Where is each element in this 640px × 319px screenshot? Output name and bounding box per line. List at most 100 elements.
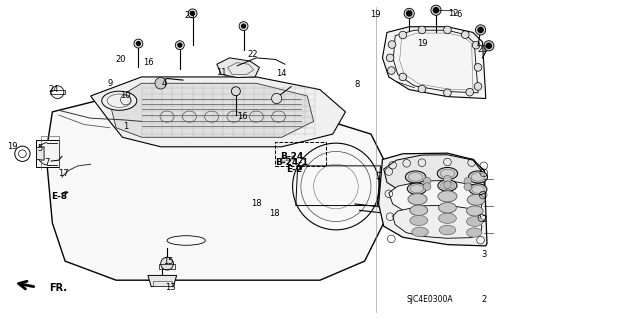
Polygon shape [148, 275, 177, 286]
Ellipse shape [410, 205, 428, 216]
Circle shape [444, 89, 451, 97]
Polygon shape [383, 27, 486, 99]
Text: B-24: B-24 [280, 152, 303, 161]
Polygon shape [109, 83, 314, 137]
Ellipse shape [467, 217, 483, 226]
Text: SJC4E0300A: SJC4E0300A [406, 295, 453, 304]
Ellipse shape [439, 225, 456, 235]
Text: 11: 11 [216, 68, 227, 77]
Text: 10: 10 [120, 92, 131, 100]
Circle shape [461, 31, 469, 39]
Ellipse shape [407, 183, 426, 195]
Polygon shape [36, 147, 44, 160]
Circle shape [466, 88, 474, 96]
Circle shape [134, 39, 143, 48]
Polygon shape [217, 58, 259, 78]
Ellipse shape [438, 180, 457, 191]
Text: 22: 22 [248, 50, 259, 59]
Ellipse shape [467, 195, 485, 205]
Ellipse shape [102, 91, 137, 110]
Text: 20: 20 [115, 55, 126, 64]
Circle shape [478, 27, 483, 33]
Circle shape [388, 41, 396, 48]
Circle shape [178, 43, 182, 47]
Ellipse shape [405, 171, 426, 183]
Text: 1: 1 [123, 122, 128, 131]
Text: 9: 9 [107, 79, 113, 88]
Ellipse shape [438, 191, 457, 202]
Circle shape [423, 183, 431, 190]
Text: 19: 19 [370, 11, 381, 19]
Ellipse shape [412, 227, 428, 237]
Polygon shape [384, 155, 484, 196]
Circle shape [418, 26, 426, 34]
Text: 6: 6 [456, 10, 461, 19]
Text: 19: 19 [7, 142, 17, 151]
Polygon shape [91, 77, 346, 147]
Circle shape [484, 41, 494, 51]
Text: 18: 18 [251, 199, 262, 208]
Text: 21: 21 [477, 45, 488, 55]
Circle shape [399, 73, 406, 81]
Circle shape [444, 26, 451, 34]
Text: 24: 24 [49, 85, 59, 94]
Circle shape [406, 11, 412, 16]
Circle shape [464, 183, 472, 191]
Circle shape [474, 83, 482, 90]
Circle shape [444, 175, 451, 183]
Text: FR.: FR. [49, 283, 67, 293]
Circle shape [188, 9, 197, 18]
Text: 15: 15 [163, 257, 173, 266]
Circle shape [239, 22, 248, 31]
Polygon shape [393, 205, 482, 238]
Text: 5: 5 [37, 144, 42, 153]
Text: 2: 2 [481, 295, 486, 304]
Ellipse shape [438, 203, 456, 213]
Ellipse shape [408, 194, 427, 205]
Circle shape [161, 257, 173, 270]
Ellipse shape [438, 213, 456, 223]
Text: 12: 12 [449, 9, 459, 18]
Circle shape [404, 8, 414, 19]
Text: 19: 19 [417, 39, 428, 48]
Circle shape [191, 11, 195, 15]
Text: 14: 14 [276, 69, 287, 78]
Text: 18: 18 [269, 209, 280, 218]
Ellipse shape [467, 228, 482, 237]
Text: 8: 8 [355, 80, 360, 89]
Text: 3: 3 [481, 250, 486, 259]
Polygon shape [46, 90, 384, 280]
Circle shape [232, 87, 241, 96]
Polygon shape [389, 181, 482, 216]
Text: 23: 23 [184, 11, 195, 20]
Ellipse shape [410, 215, 428, 226]
Text: 4: 4 [161, 79, 166, 88]
Circle shape [476, 25, 486, 35]
Ellipse shape [467, 206, 483, 216]
Ellipse shape [437, 167, 458, 180]
Circle shape [431, 5, 441, 15]
Polygon shape [36, 140, 59, 167]
Text: 2: 2 [481, 215, 486, 224]
Circle shape [387, 54, 394, 62]
Circle shape [474, 63, 482, 71]
Text: 13: 13 [165, 283, 175, 292]
Circle shape [418, 85, 426, 93]
Text: E-2: E-2 [287, 165, 303, 174]
Circle shape [464, 177, 472, 185]
Polygon shape [282, 156, 294, 161]
Circle shape [136, 42, 140, 46]
Text: 16: 16 [237, 112, 248, 121]
Circle shape [399, 31, 406, 39]
Text: 7: 7 [45, 158, 50, 167]
Circle shape [388, 67, 395, 74]
Text: E-8: E-8 [51, 191, 67, 201]
Circle shape [242, 24, 246, 28]
Circle shape [486, 43, 492, 48]
Ellipse shape [468, 171, 488, 183]
Circle shape [423, 177, 431, 185]
Circle shape [271, 93, 282, 104]
Circle shape [175, 41, 184, 50]
Text: B-24-1: B-24-1 [275, 158, 308, 167]
Circle shape [444, 181, 451, 189]
